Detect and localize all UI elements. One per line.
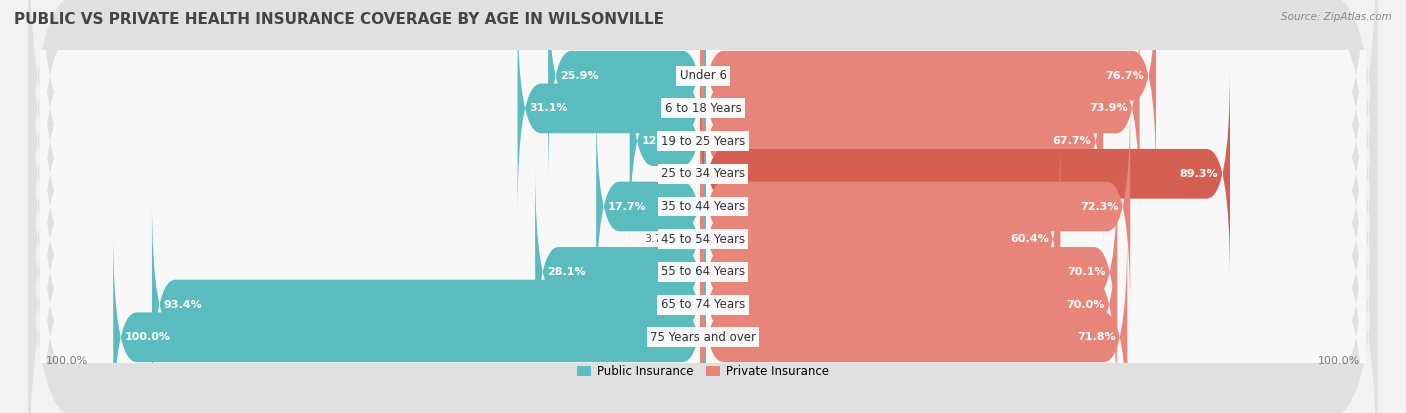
FancyBboxPatch shape: [39, 118, 1367, 413]
FancyBboxPatch shape: [39, 0, 1367, 295]
FancyBboxPatch shape: [536, 166, 706, 378]
Text: Source: ZipAtlas.com: Source: ZipAtlas.com: [1281, 12, 1392, 22]
Text: 73.9%: 73.9%: [1090, 103, 1128, 114]
Text: 28.1%: 28.1%: [547, 267, 585, 277]
FancyBboxPatch shape: [700, 0, 1156, 182]
FancyBboxPatch shape: [678, 133, 706, 345]
FancyBboxPatch shape: [548, 0, 706, 182]
Legend: Public Insurance, Private Insurance: Public Insurance, Private Insurance: [572, 360, 834, 383]
Text: 19 to 25 Years: 19 to 25 Years: [661, 135, 745, 147]
FancyBboxPatch shape: [700, 199, 1116, 411]
FancyBboxPatch shape: [28, 0, 1378, 290]
Text: 60.4%: 60.4%: [1010, 234, 1049, 244]
FancyBboxPatch shape: [596, 100, 706, 313]
Text: 93.4%: 93.4%: [163, 299, 202, 310]
FancyBboxPatch shape: [28, 25, 1378, 388]
Text: 65 to 74 Years: 65 to 74 Years: [661, 298, 745, 311]
FancyBboxPatch shape: [700, 133, 1060, 345]
Text: 72.3%: 72.3%: [1080, 202, 1119, 211]
Text: 45 to 54 Years: 45 to 54 Years: [661, 233, 745, 246]
Text: 17.7%: 17.7%: [607, 202, 647, 211]
FancyBboxPatch shape: [700, 2, 1140, 214]
FancyBboxPatch shape: [114, 231, 706, 413]
FancyBboxPatch shape: [28, 123, 1378, 413]
FancyBboxPatch shape: [630, 35, 706, 247]
Text: 12.0%: 12.0%: [641, 136, 681, 146]
FancyBboxPatch shape: [28, 90, 1378, 413]
Text: 70.1%: 70.1%: [1067, 267, 1105, 277]
Text: 70.0%: 70.0%: [1067, 299, 1105, 310]
FancyBboxPatch shape: [700, 68, 1230, 280]
FancyBboxPatch shape: [39, 151, 1367, 413]
FancyBboxPatch shape: [28, 57, 1378, 413]
Text: 6 to 18 Years: 6 to 18 Years: [665, 102, 741, 115]
FancyBboxPatch shape: [700, 231, 1128, 413]
Text: 31.1%: 31.1%: [529, 103, 568, 114]
Text: Under 6: Under 6: [679, 69, 727, 82]
Text: 25 to 34 Years: 25 to 34 Years: [661, 167, 745, 180]
FancyBboxPatch shape: [28, 0, 1378, 323]
Text: 100.0%: 100.0%: [46, 356, 89, 366]
FancyBboxPatch shape: [39, 20, 1367, 328]
Text: 100.0%: 100.0%: [1317, 356, 1360, 366]
FancyBboxPatch shape: [700, 35, 1104, 247]
FancyBboxPatch shape: [152, 199, 706, 411]
Text: 35 to 44 Years: 35 to 44 Years: [661, 200, 745, 213]
Text: 67.7%: 67.7%: [1053, 136, 1091, 146]
Text: 89.3%: 89.3%: [1180, 169, 1218, 179]
Text: 55 to 64 Years: 55 to 64 Years: [661, 266, 745, 278]
FancyBboxPatch shape: [28, 0, 1378, 258]
FancyBboxPatch shape: [39, 85, 1367, 393]
FancyBboxPatch shape: [517, 2, 706, 214]
Text: 75 Years and over: 75 Years and over: [650, 331, 756, 344]
Text: 0.0%: 0.0%: [666, 169, 695, 179]
Text: PUBLIC VS PRIVATE HEALTH INSURANCE COVERAGE BY AGE IN WILSONVILLE: PUBLIC VS PRIVATE HEALTH INSURANCE COVER…: [14, 12, 664, 27]
Text: 76.7%: 76.7%: [1105, 71, 1144, 81]
Text: 100.0%: 100.0%: [125, 332, 172, 342]
FancyBboxPatch shape: [28, 0, 1378, 356]
FancyBboxPatch shape: [28, 156, 1378, 413]
Text: 3.7%: 3.7%: [644, 234, 672, 244]
FancyBboxPatch shape: [39, 53, 1367, 360]
Text: 25.9%: 25.9%: [560, 71, 599, 81]
FancyBboxPatch shape: [39, 0, 1367, 229]
FancyBboxPatch shape: [39, 184, 1367, 413]
FancyBboxPatch shape: [39, 0, 1367, 262]
FancyBboxPatch shape: [700, 100, 1130, 313]
Text: 71.8%: 71.8%: [1077, 332, 1115, 342]
FancyBboxPatch shape: [700, 166, 1118, 378]
